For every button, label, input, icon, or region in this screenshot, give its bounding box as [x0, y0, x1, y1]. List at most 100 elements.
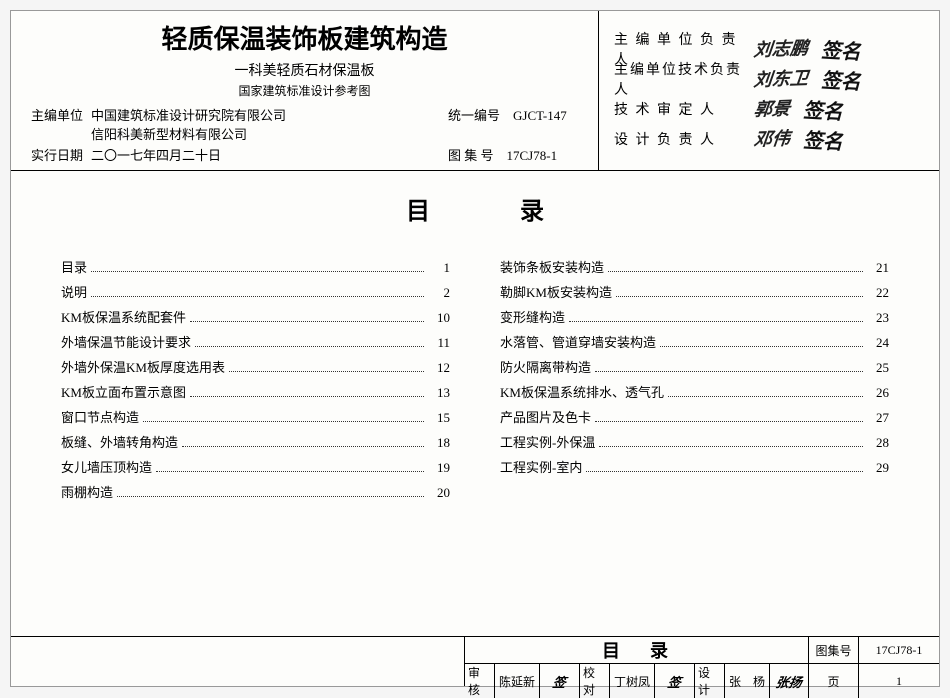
- toc-item-label: 变形缝构造: [500, 307, 565, 326]
- toc-item: 雨棚构造20: [61, 482, 450, 501]
- toc-item-page: 21: [867, 260, 889, 276]
- sig-marks-3: 郭景 签名: [754, 95, 924, 124]
- footer-bottom-row: 审核 陈延新 签 校对 丁树凤 签 设计 张 杨 张扬 页 1: [465, 664, 939, 698]
- toc-dots: [660, 346, 863, 347]
- toc-item: 说明 2: [61, 282, 450, 301]
- toc-column-right: 装饰条板安装构造21勒脚KM板安装构造22变形缝构造23水落管、管道穿墙安装构造…: [500, 251, 889, 507]
- design-sig: 张扬: [770, 664, 809, 698]
- document-page: 轻质保温装饰板建筑构造 一科美轻质石材保温板 国家建筑标准设计参考图 主编单位 …: [10, 10, 940, 687]
- toc-title: 目录: [61, 191, 889, 226]
- toc-item: KM板保温系统排水、透气孔26: [500, 382, 889, 401]
- signature-icon: 签: [666, 672, 682, 691]
- toc-item-label: 雨棚构造: [61, 482, 113, 501]
- toc-item-label: 窗口节点构造: [61, 407, 139, 426]
- toc-item-label: 防火隔离带构造: [500, 357, 591, 376]
- toc-dots: [190, 396, 424, 397]
- toc-item: 水落管、管道穿墙安装构造24: [500, 332, 889, 351]
- signature-icon: 签名: [801, 123, 848, 154]
- editor-line2: 信阳科美新型材料有限公司: [91, 124, 448, 143]
- toc-item-page: 12: [428, 360, 450, 376]
- subtitle-1: 一科美轻质石材保温板: [31, 60, 578, 80]
- toc-dots: [156, 471, 424, 472]
- toc-item: KM板保温系统配套件10: [61, 307, 450, 326]
- date-row: 实行日期 二〇一七年四月二十日 图 集 号 17CJ78-1: [31, 145, 578, 164]
- toc-dots: [117, 496, 424, 497]
- toc-body: 目录 目录1说明2KM板保温系统配套件10外墙保温节能设计要求11外墙外保温KM…: [11, 171, 939, 636]
- toc-dots: [91, 296, 424, 297]
- toc-item: 板缝、外墙转角构造 18: [61, 432, 450, 451]
- code1-value: GJCT-147: [513, 108, 567, 123]
- sig-row-2: 主编单位技术负责人 刘东卫 签名: [614, 67, 924, 91]
- toc-item-label: 说明: [61, 282, 87, 301]
- editor-line1: 中国建筑标准设计研究院有限公司: [91, 105, 448, 124]
- toc-item-page: 13: [428, 385, 450, 401]
- editor-label: 主编单位: [31, 105, 91, 124]
- toc-item-page: 19: [428, 460, 450, 476]
- toc-item-page: 27: [867, 410, 889, 426]
- toc-item: 产品图片及色卡 27: [500, 407, 889, 426]
- toc-item: 防火隔离带构造25: [500, 357, 889, 376]
- toc-dots: [182, 446, 424, 447]
- toc-dots: [595, 371, 863, 372]
- toc-item: 变形缝构造 23: [500, 307, 889, 326]
- toc-dots: [569, 321, 863, 322]
- toc-item-page: 23: [867, 310, 889, 326]
- toc-dots: [195, 346, 424, 347]
- toc-item: 外墙外保温KM板厚度选用表 12: [61, 357, 450, 376]
- sig-marks-4: 邓伟 签名: [754, 125, 924, 154]
- signature-icon: 签名: [819, 33, 866, 64]
- toc-item: 目录1: [61, 257, 450, 276]
- main-title: 轻质保温装饰板建筑构造: [31, 19, 578, 56]
- proof-sig: 签: [655, 664, 695, 698]
- atlas-label: 图集号: [809, 637, 859, 663]
- toc-dots: [229, 371, 424, 372]
- sig-row-1: 主 编 单 位 负 责 人 刘志鹏 签名: [614, 37, 924, 61]
- subtitle-2: 国家建筑标准设计参考图: [31, 82, 578, 99]
- code2-label: 图 集 号: [448, 148, 494, 163]
- toc-item: 女儿墙压顶构造 19: [61, 457, 450, 476]
- page-label: 页: [809, 664, 859, 698]
- editor-value: 中国建筑标准设计研究院有限公司 信阳科美新型材料有限公司: [91, 105, 448, 143]
- toc-item-page: 22: [867, 285, 889, 301]
- design-label: 设计: [695, 664, 725, 698]
- toc-item: 工程实例-外保温28: [500, 432, 889, 451]
- toc-item-label: 外墙保温节能设计要求: [61, 332, 191, 351]
- toc-item-label: 女儿墙压顶构造: [61, 457, 152, 476]
- atlas-value: 17CJ78-1: [859, 637, 939, 663]
- toc-dots: [190, 321, 424, 322]
- sig-label-4: 设 计 负 责 人: [614, 129, 754, 149]
- signature-icon: 签名: [819, 63, 866, 94]
- code1-label: 统一编号: [448, 108, 500, 123]
- footer-spacer: [11, 637, 464, 686]
- code2-value: 17CJ78-1: [507, 148, 558, 163]
- footer-table: 目录 图集号 17CJ78-1 审核 陈延新 签 校对 丁树凤 签 设计 张 杨…: [464, 637, 939, 686]
- toc-dots: [599, 446, 863, 447]
- toc-item-page: 18: [428, 435, 450, 451]
- footer-top-row: 目录 图集号 17CJ78-1: [465, 637, 939, 664]
- title-block: 轻质保温装饰板建筑构造 一科美轻质石材保温板 国家建筑标准设计参考图 主编单位 …: [11, 11, 599, 170]
- toc-dots: [608, 271, 863, 272]
- sig-label-2: 主编单位技术负责人: [614, 59, 754, 99]
- toc-columns: 目录1说明2KM板保温系统配套件10外墙保温节能设计要求11外墙外保温KM板厚度…: [61, 251, 889, 507]
- signature-icon: 签: [551, 672, 567, 691]
- toc-item-page: 2: [428, 285, 450, 301]
- design-name: 张 杨: [725, 664, 770, 698]
- sig-marks-2: 刘东卫 签名: [754, 65, 924, 94]
- toc-item-page: 10: [428, 310, 450, 326]
- toc-dots: [595, 421, 863, 422]
- toc-item-label: 工程实例-室内: [500, 457, 582, 476]
- footer-row: 目录 图集号 17CJ78-1 审核 陈延新 签 校对 丁树凤 签 设计 张 杨…: [11, 636, 939, 686]
- review-name: 陈延新: [495, 664, 540, 698]
- sig-label-3: 技 术 审 定 人: [614, 99, 754, 119]
- toc-item-label: 板缝、外墙转角构造: [61, 432, 178, 451]
- signature-icon: 签名: [801, 93, 848, 124]
- sig-row-4: 设 计 负 责 人 邓伟 签名: [614, 127, 924, 151]
- proof-name: 丁树凤: [610, 664, 655, 698]
- toc-dots: [616, 296, 863, 297]
- date-value: 二〇一七年四月二十日: [91, 145, 448, 164]
- toc-item-page: 1: [428, 260, 450, 276]
- toc-item-page: 24: [867, 335, 889, 351]
- toc-item-label: 产品图片及色卡: [500, 407, 591, 426]
- toc-column-left: 目录1说明2KM板保温系统配套件10外墙保温节能设计要求11外墙外保温KM板厚度…: [61, 251, 450, 507]
- toc-item-label: 外墙外保温KM板厚度选用表: [61, 357, 225, 376]
